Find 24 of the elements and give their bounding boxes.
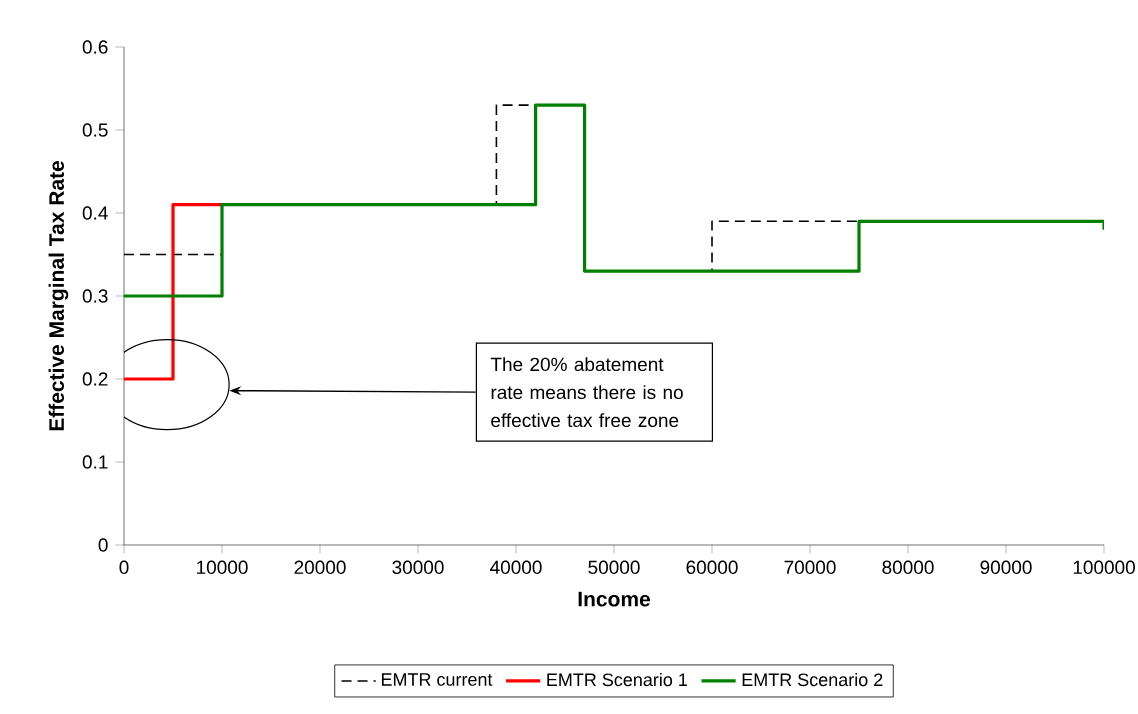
y-tick-label: 0.1 bbox=[82, 455, 108, 469]
x-tick-label: 60000 bbox=[686, 560, 738, 575]
x-tick-label: 30000 bbox=[392, 560, 444, 575]
x-tick-label: 80000 bbox=[882, 560, 934, 575]
x-tick-label: 70000 bbox=[784, 560, 836, 575]
x-tick-label: 0 bbox=[119, 560, 129, 575]
y-tick-label: 0.4 bbox=[82, 206, 108, 220]
x-tick-label: 20000 bbox=[294, 560, 346, 575]
y-tick-label: 0 bbox=[98, 538, 108, 552]
x-tick-label: 40000 bbox=[490, 560, 542, 575]
y-tick-label: 0.6 bbox=[82, 40, 108, 54]
legend-label: EMTR Scenario 1 bbox=[547, 672, 687, 687]
y-tick-label: 0.2 bbox=[82, 372, 108, 386]
x-tick-label: 50000 bbox=[588, 560, 640, 575]
x-tick-label: 100000 bbox=[1073, 560, 1135, 575]
x-axis-title: Income bbox=[578, 591, 651, 607]
legend-label: EMTR current bbox=[381, 673, 493, 686]
annotation: The 20% abatement rate means there is no effective tax free zone bbox=[490, 357, 683, 428]
x-tick-label: 10000 bbox=[197, 560, 248, 575]
y-axis-title: Effective Marginal Tax Rate bbox=[48, 161, 69, 431]
y-tick-label: 0.3 bbox=[82, 289, 108, 303]
y-tick-label: 0.5 bbox=[82, 123, 108, 137]
legend-label: EMTR Scenario 2 bbox=[742, 672, 883, 687]
x-tick-label: 90000 bbox=[980, 560, 1032, 575]
